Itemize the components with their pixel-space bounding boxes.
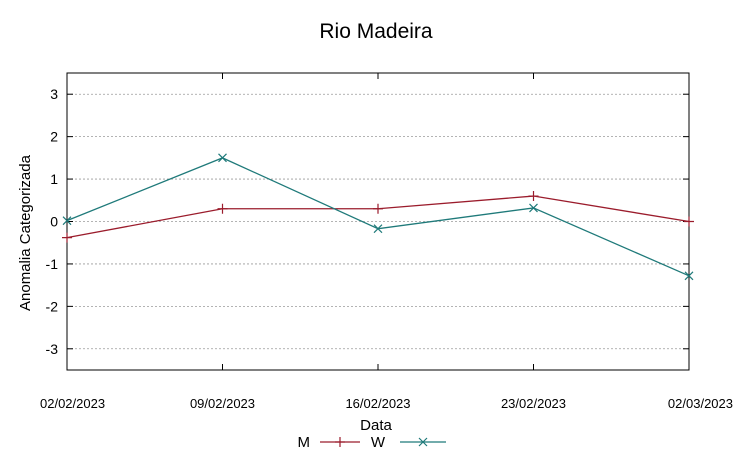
y-tick-label: 2 xyxy=(50,129,58,145)
x-axis-label: Data xyxy=(360,417,392,434)
y-tick-label: 3 xyxy=(50,86,58,102)
chart-title: Rio Madeira xyxy=(319,20,433,43)
data-point-m xyxy=(684,216,694,227)
series-line-w xyxy=(66,157,690,277)
legend-marker-m xyxy=(335,437,345,447)
data-point-w xyxy=(684,271,694,281)
y-tick-label: -1 xyxy=(46,256,59,272)
legend-marker-w xyxy=(418,437,428,447)
data-point-m xyxy=(217,203,228,214)
data-point-w xyxy=(218,153,227,163)
y-axis: 3 2 1 0 -1 -2 -3 xyxy=(46,86,689,357)
y-tick-label: 1 xyxy=(50,171,58,187)
series-m xyxy=(62,191,694,243)
series-group xyxy=(62,153,694,281)
x-tick-label: 02/02/2023 xyxy=(40,396,105,411)
x-tick-label: 02/03/2023 xyxy=(668,396,733,411)
x-tick-label: 16/02/2023 xyxy=(345,396,410,411)
legend-label-w: W xyxy=(371,434,386,451)
grid-lines xyxy=(67,93,689,350)
x-axis: 02/02/2023 09/02/2023 16/02/2023 23/02/2023… xyxy=(40,73,733,411)
y-axis-label: Anomalia Categorizada xyxy=(17,154,34,311)
data-point-w xyxy=(529,203,538,213)
y-tick-label: 0 xyxy=(50,214,58,230)
x-tick-label: 09/02/2023 xyxy=(190,396,255,411)
data-point-m xyxy=(528,191,539,202)
data-point-w xyxy=(373,224,383,234)
data-point-m xyxy=(62,232,72,243)
series-w xyxy=(62,153,694,281)
series-line-m xyxy=(66,195,690,239)
legend-label-m: M xyxy=(298,434,311,451)
x-tick-label: 23/02/2023 xyxy=(501,396,566,411)
y-tick-label: -2 xyxy=(46,298,59,314)
data-point-m xyxy=(373,203,383,214)
data-point-w xyxy=(62,216,72,226)
y-tick-label: -3 xyxy=(46,341,59,357)
